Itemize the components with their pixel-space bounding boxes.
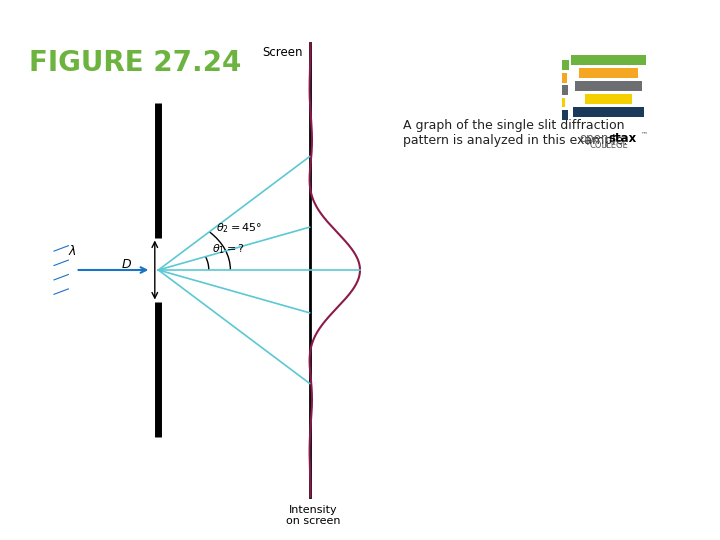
- Bar: [575, 81, 642, 91]
- Text: stax: stax: [608, 132, 636, 145]
- Bar: [585, 94, 632, 104]
- Text: Intensity
on screen: Intensity on screen: [286, 505, 341, 526]
- Bar: [573, 107, 644, 117]
- Text: $\theta_1 = ?$: $\theta_1 = ?$: [212, 242, 246, 256]
- Text: open: open: [579, 132, 608, 145]
- Text: COLLEGE: COLLEGE: [589, 141, 628, 151]
- FancyBboxPatch shape: [562, 85, 567, 95]
- FancyBboxPatch shape: [562, 60, 569, 70]
- Text: FIGURE 27.24: FIGURE 27.24: [29, 49, 241, 77]
- Text: λ: λ: [68, 245, 76, 258]
- Text: Screen: Screen: [262, 46, 302, 59]
- Text: D: D: [121, 258, 131, 271]
- Text: A graph of the single slit diffraction
pattern is analyzed in this example.: A graph of the single slit diffraction p…: [403, 119, 628, 147]
- Text: ™: ™: [641, 131, 648, 137]
- Bar: [579, 68, 638, 78]
- FancyBboxPatch shape: [562, 98, 565, 107]
- Bar: [571, 55, 646, 65]
- FancyBboxPatch shape: [562, 73, 567, 83]
- FancyBboxPatch shape: [562, 110, 567, 120]
- Text: $\theta_2 = 45°$: $\theta_2 = 45°$: [216, 221, 262, 235]
